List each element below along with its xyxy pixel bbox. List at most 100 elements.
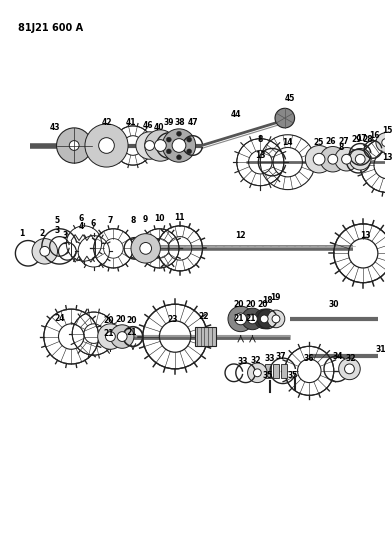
Circle shape [85, 124, 128, 167]
Text: 21: 21 [103, 329, 114, 338]
Text: 21: 21 [127, 328, 137, 337]
Circle shape [328, 155, 338, 164]
Circle shape [267, 310, 285, 328]
Text: 25: 25 [313, 138, 323, 147]
Text: 39: 39 [164, 118, 174, 127]
Circle shape [376, 133, 392, 152]
Text: 20: 20 [234, 300, 244, 309]
Circle shape [166, 137, 171, 142]
Text: 29: 29 [351, 135, 361, 144]
Text: 13: 13 [255, 151, 265, 160]
Text: 2: 2 [39, 229, 44, 238]
Text: 33: 33 [238, 357, 248, 366]
Text: 15: 15 [383, 126, 392, 135]
Text: 13: 13 [360, 231, 370, 240]
Circle shape [176, 131, 181, 136]
Text: 3: 3 [55, 226, 60, 235]
Text: 20: 20 [103, 317, 114, 325]
Circle shape [349, 149, 371, 170]
Text: 34: 34 [332, 352, 343, 361]
Circle shape [187, 149, 192, 154]
Circle shape [162, 129, 196, 162]
Text: 47: 47 [187, 118, 198, 127]
Text: 36: 36 [303, 353, 314, 362]
Circle shape [111, 325, 134, 348]
Circle shape [154, 140, 166, 151]
Text: 19: 19 [270, 293, 280, 302]
Bar [265, 364, 271, 378]
Circle shape [345, 364, 354, 374]
Text: 32: 32 [345, 353, 356, 362]
Text: 4: 4 [78, 222, 83, 231]
Circle shape [313, 154, 325, 165]
Circle shape [341, 155, 351, 164]
Text: 8: 8 [258, 135, 263, 144]
Text: 44: 44 [230, 110, 241, 119]
Circle shape [98, 324, 123, 349]
Circle shape [99, 138, 114, 154]
Circle shape [176, 155, 181, 160]
Circle shape [145, 141, 154, 150]
Circle shape [235, 313, 247, 325]
Bar [281, 364, 287, 378]
Text: 16: 16 [369, 131, 379, 140]
Text: 37: 37 [276, 352, 286, 361]
Text: 8: 8 [130, 216, 136, 225]
Text: 35: 35 [263, 371, 273, 380]
Text: 13: 13 [383, 153, 392, 162]
Text: 8: 8 [339, 143, 344, 152]
Text: 46: 46 [142, 122, 153, 131]
Text: 14: 14 [283, 138, 293, 147]
Text: 20: 20 [245, 300, 256, 309]
Text: 3: 3 [63, 231, 68, 240]
Circle shape [187, 137, 192, 142]
Circle shape [355, 155, 365, 164]
Circle shape [339, 358, 360, 379]
Circle shape [69, 141, 79, 150]
Bar [195, 327, 216, 346]
Text: 23: 23 [167, 316, 178, 325]
Circle shape [305, 146, 333, 173]
Text: 21: 21 [234, 314, 244, 324]
Circle shape [145, 130, 176, 161]
Text: 35: 35 [287, 371, 298, 380]
Circle shape [254, 369, 261, 377]
Circle shape [40, 246, 50, 256]
Bar [273, 364, 279, 378]
Text: 12: 12 [236, 231, 246, 240]
Circle shape [242, 308, 263, 330]
Text: 26: 26 [326, 137, 336, 146]
Text: 20: 20 [115, 316, 125, 325]
Circle shape [140, 243, 152, 254]
Text: 6: 6 [90, 220, 95, 228]
Text: 20: 20 [127, 317, 137, 325]
Text: 38: 38 [175, 118, 185, 127]
Text: 7: 7 [108, 216, 113, 225]
Circle shape [136, 132, 163, 159]
Text: 24: 24 [54, 314, 65, 324]
Text: 30: 30 [328, 300, 339, 309]
Text: 28: 28 [363, 135, 374, 144]
Circle shape [382, 139, 390, 147]
Text: 22: 22 [198, 312, 209, 321]
Circle shape [335, 148, 358, 171]
Text: 31: 31 [376, 345, 386, 354]
Text: 42: 42 [101, 118, 112, 127]
Circle shape [275, 108, 295, 128]
Circle shape [260, 315, 268, 323]
Text: 17: 17 [356, 134, 367, 143]
Circle shape [131, 233, 160, 263]
Text: 43: 43 [49, 123, 60, 132]
Text: 41: 41 [126, 118, 136, 127]
Circle shape [272, 315, 280, 323]
Text: 81J21 600 A: 81J21 600 A [18, 23, 83, 33]
Text: 11: 11 [174, 213, 184, 222]
Text: 9: 9 [143, 215, 148, 224]
Text: 40: 40 [154, 123, 165, 132]
Circle shape [32, 239, 58, 264]
Circle shape [228, 306, 254, 332]
Text: 33: 33 [265, 353, 275, 362]
Text: 20: 20 [257, 300, 267, 309]
Circle shape [56, 128, 92, 163]
Text: 27: 27 [338, 137, 349, 146]
